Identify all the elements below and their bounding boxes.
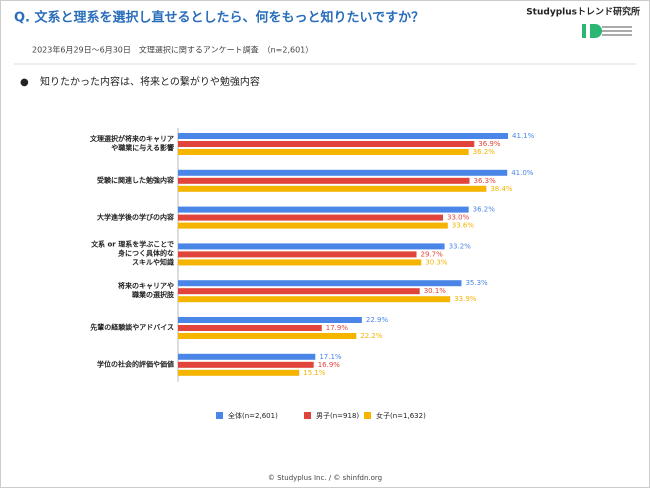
legend-label: 女子(n=1,632) (376, 411, 426, 420)
bar (178, 361, 314, 368)
value-label: 36.2% (473, 206, 496, 214)
value-label: 36.9% (478, 140, 501, 148)
chart-title: 知りたかった内容は、将来との繋がりや勉強内容 (40, 75, 260, 88)
value-label: 36.3% (473, 177, 496, 185)
legend-label: 全体(n=2,601) (228, 411, 278, 420)
logo (582, 24, 632, 38)
value-label: 35.3% (465, 279, 488, 287)
value-label: 17.1% (319, 353, 342, 361)
category-label: 学位の社会的評価や価値 (97, 360, 174, 369)
bar (178, 141, 475, 147)
bar (178, 177, 470, 184)
value-label: 41.0% (511, 169, 534, 177)
bar (178, 243, 445, 250)
bar (178, 288, 420, 295)
value-label: 29.7% (420, 250, 443, 258)
value-label: 33.0% (447, 214, 470, 222)
category-label: 大学進学後の学びの内容 (97, 213, 174, 222)
bar (178, 149, 469, 155)
category-label: 将来のキャリアや 職業の選択肢 (118, 282, 174, 300)
value-label: 38.4% (490, 185, 513, 193)
value-label: 33.9% (454, 295, 477, 303)
brand: Studyplusトレンド研究所 (526, 6, 640, 18)
footer: © Studyplus Inc. / © shinfdn.org (268, 474, 382, 482)
bar (178, 296, 451, 303)
category-label: 受験に関連した勉強内容 (97, 176, 174, 185)
bullet: ● (20, 77, 29, 88)
value-label: 30.1% (424, 287, 447, 295)
category-label: 文系 or 理系を学ぶことで 身につく具体的な スキルや知識 (91, 240, 174, 267)
legend-label: 男子(n=918) (316, 412, 359, 420)
bar (178, 222, 448, 229)
value-label: 16.9% (318, 361, 341, 369)
bar (178, 353, 316, 360)
bar (178, 214, 443, 221)
bar (178, 333, 357, 339)
value-label: 15.1% (303, 369, 326, 377)
category-label: 先輩の経験談やアドバイス (90, 323, 174, 332)
bar (178, 325, 322, 331)
value-label: 41.1% (512, 132, 535, 140)
bar (178, 169, 508, 176)
category-label: 文理選択が将来のキャリア や職業に与える影響 (90, 135, 174, 152)
bar (178, 251, 417, 258)
legend-swatch (304, 412, 311, 419)
bar (178, 133, 509, 139)
value-label: 22.2% (360, 332, 383, 340)
subtitle: 2023年6月29日〜6月30日 文理選択に関するアンケート調査 （n=2,60… (32, 45, 313, 55)
value-label: 33.6% (452, 222, 475, 230)
value-label: 36.2% (473, 148, 496, 156)
value-label: 22.9% (366, 316, 389, 324)
bar (178, 206, 469, 213)
legend-swatch (216, 412, 223, 419)
value-label: 30.3% (425, 258, 448, 266)
bar (178, 259, 422, 266)
value-label: 33.2% (449, 242, 472, 250)
bar (178, 317, 362, 323)
title: Q. 文系と理系を選択し直せるとしたら、何をもっと知りたいですか？ (14, 10, 424, 26)
bar (178, 185, 487, 192)
bar (178, 280, 462, 287)
legend-swatch (364, 412, 371, 419)
value-label: 17.9% (326, 324, 349, 332)
bar (178, 369, 300, 376)
